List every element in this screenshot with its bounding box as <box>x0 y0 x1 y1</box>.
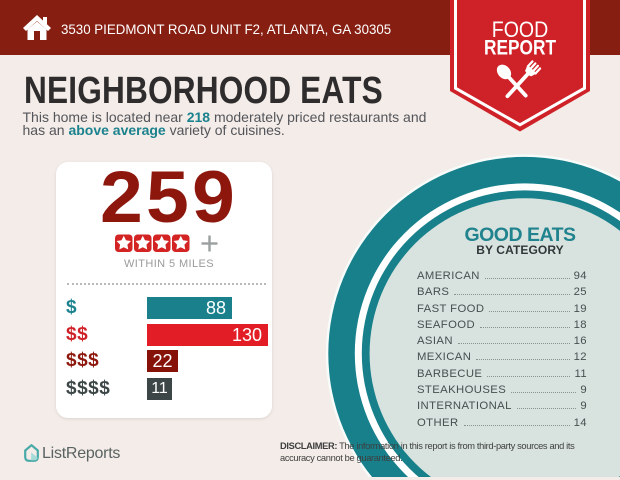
svg-text:FOOD: FOOD <box>492 17 549 42</box>
svg-text:REPORT: REPORT <box>484 37 556 60</box>
